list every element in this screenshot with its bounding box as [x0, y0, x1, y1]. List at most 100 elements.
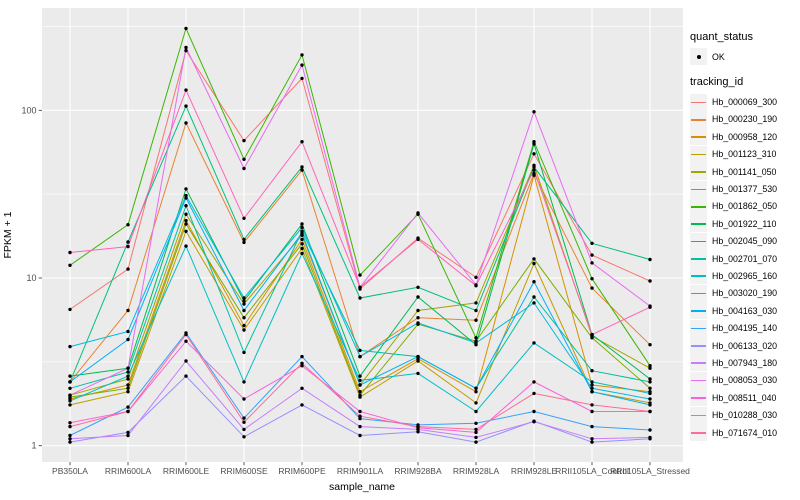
legend-item-Hb_071674_010: Hb_071674_010 [690, 424, 798, 441]
data-point [68, 250, 72, 255]
data-point [590, 403, 594, 407]
data-point [68, 307, 72, 312]
x-tick-label: PB350LA [52, 466, 88, 476]
legend-title-tracking-id: tracking_id [690, 76, 744, 89]
data-point [184, 26, 188, 31]
data-point [474, 409, 478, 414]
legend-item-Hb_010288_030: Hb_010288_030 [690, 406, 798, 424]
legend-item-label: Hb_001123_310 [712, 149, 777, 160]
legend-item-label: Hb_002045_090 [712, 236, 778, 247]
data-point [242, 240, 246, 245]
legend-item-Hb_002045_090: Hb_002045_090 [690, 232, 798, 250]
x-tick-label: RRIM600LE [163, 466, 210, 476]
data-point [126, 223, 130, 227]
data-point [242, 427, 246, 432]
legend-key-line-icon [690, 145, 707, 163]
data-point [300, 222, 304, 226]
legend-item-label: Hb_008511_040 [712, 392, 777, 403]
data-point [184, 187, 188, 191]
legend-item-Hb_002701_070: Hb_002701_070 [690, 250, 798, 268]
legend-key-line-icon [690, 337, 707, 355]
legend-key-line-icon [690, 424, 707, 441]
data-point [590, 390, 594, 394]
data-point [648, 380, 652, 384]
data-point [648, 386, 652, 390]
legend-item-Hb_001862_050: Hb_001862_050 [690, 197, 798, 215]
legend-key-line-icon [690, 163, 707, 181]
data-point [358, 383, 362, 387]
data-point [184, 229, 188, 233]
data-point [648, 377, 652, 381]
data-point [474, 341, 478, 345]
data-point [590, 253, 594, 257]
data-point [590, 409, 594, 414]
data-point [648, 391, 652, 396]
legend-title-quant-status: quant_status [690, 31, 753, 43]
data-point [590, 336, 594, 340]
data-point [532, 420, 536, 424]
data-point [648, 403, 652, 407]
data-point [300, 165, 304, 169]
legend-key-line-icon [690, 128, 707, 146]
data-point [590, 437, 594, 441]
data-point [474, 284, 478, 288]
data-point [648, 343, 652, 347]
legend-key-line-icon [690, 267, 707, 285]
data-point [184, 332, 188, 337]
data-point [300, 53, 304, 57]
legend-item-ok: OK [690, 48, 798, 66]
legend-item-Hb_007943_180: Hb_007943_180 [690, 354, 798, 372]
y-axis-title: FPKM + 1 [2, 211, 14, 259]
data-point [184, 193, 188, 198]
data-point [358, 296, 362, 300]
data-point [358, 285, 362, 289]
data-point [300, 237, 304, 242]
legend-item-label: Hb_003020_190 [712, 288, 778, 299]
data-point [184, 121, 188, 125]
data-point [126, 308, 130, 313]
data-point [242, 157, 246, 161]
data-point [242, 138, 246, 143]
data-point [126, 370, 130, 374]
data-point [590, 440, 594, 444]
data-point [68, 263, 72, 267]
data-point [532, 261, 536, 266]
data-point [68, 344, 72, 349]
data-point [416, 321, 420, 325]
data-point [532, 295, 536, 299]
data-point [358, 433, 362, 438]
data-point [416, 316, 420, 320]
data-point [358, 416, 362, 421]
data-point [648, 305, 652, 309]
data-point [300, 140, 304, 144]
legend-item-label: Hb_004195_140 [712, 323, 778, 334]
data-point [300, 231, 304, 235]
data-point [648, 279, 652, 283]
data-point [184, 244, 188, 248]
data-point [590, 241, 594, 245]
legend-item-label: Hb_071674_010 [712, 427, 778, 438]
data-point [532, 280, 536, 284]
x-axis-title: sample_name [329, 481, 395, 493]
data-point [416, 308, 420, 313]
data-point [474, 430, 478, 435]
legend-item-Hb_001377_530: Hb_001377_530 [690, 180, 798, 198]
legend-item-label: Hb_008053_030 [712, 375, 778, 386]
legend-item-label: Hb_002701_070 [712, 253, 778, 264]
data-point [184, 339, 188, 343]
legend-item-label: Hb_001922_110 [712, 218, 777, 229]
data-point [474, 401, 478, 405]
data-point [358, 393, 362, 397]
data-point [242, 216, 246, 220]
legend-item-Hb_000958_120: Hb_000958_120 [690, 128, 798, 146]
data-point [532, 152, 536, 156]
data-point [300, 354, 304, 359]
x-tick-label: RRIM928LA [453, 466, 500, 476]
data-point [242, 328, 246, 332]
data-point [358, 409, 362, 414]
legend-item-Hb_004163_030: Hb_004163_030 [690, 302, 798, 320]
x-tick-label: RRIM901LA [337, 466, 384, 476]
data-point [242, 308, 246, 313]
data-point [358, 424, 362, 429]
legend-key-line-icon [690, 319, 707, 337]
